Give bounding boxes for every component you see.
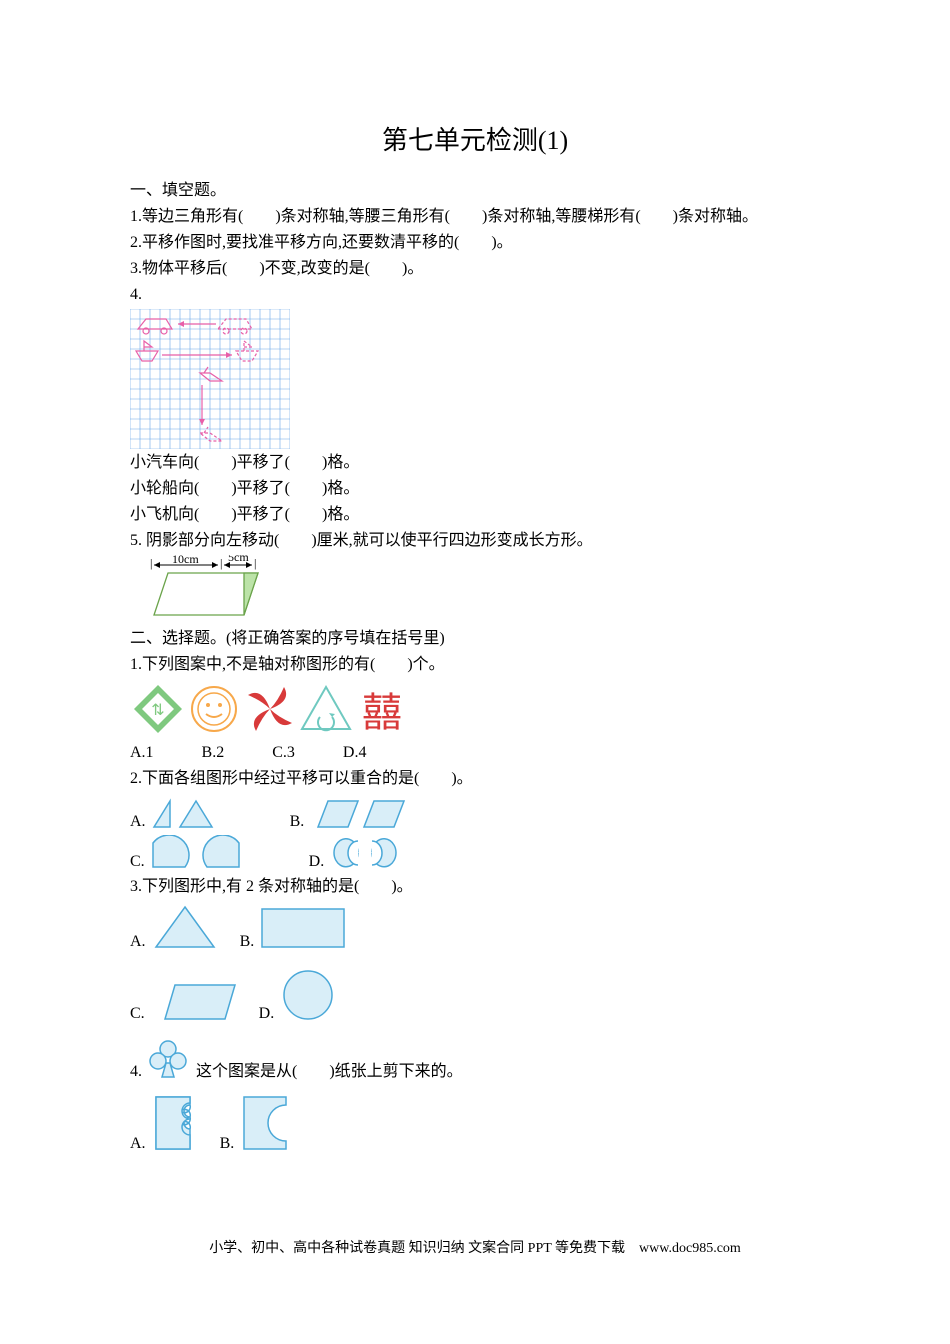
svg-text:|: |	[150, 556, 152, 570]
s2-q1-opts: A.1 B.2 C.3 D.4	[130, 741, 820, 765]
q2-opt-d	[328, 835, 408, 871]
svg-text:|: |	[220, 556, 222, 570]
s2-q4b: 这个图案是从( )纸张上剪下来的。	[196, 1057, 463, 1081]
club-icon	[146, 1037, 190, 1081]
s1-q2: 2.平移作图时,要找准平移方向,还要数清平移的( )。	[130, 231, 820, 255]
s2-q4a: 4.	[130, 1063, 142, 1081]
parallelogram-figure: | 10cm 5cm | |	[130, 555, 300, 625]
section1-heading: 一、填空题。	[130, 179, 820, 203]
s1-q4b: 小轮船向( )平移了( )格。	[130, 477, 820, 501]
label-D3: D.	[259, 1005, 275, 1023]
svg-text:|: |	[254, 556, 256, 570]
double-happiness-icon: 囍	[354, 681, 410, 737]
s2-q1: 1.下列图案中,不是轴对称图形的有( )个。	[130, 653, 820, 677]
grid-figure	[130, 309, 290, 449]
label-B3: B.	[240, 933, 255, 951]
s2-q1-icons: ⇅ 囍	[130, 681, 820, 737]
label-A: A.	[130, 813, 146, 831]
q3-opt-a	[150, 903, 220, 951]
smiley-icon	[186, 681, 242, 737]
s1-q5: 5. 阴影部分向左移动( )厘米,就可以使平行四边形变成长方形。	[130, 529, 820, 553]
s1-q4c: 小飞机向( )平移了( )格。	[130, 503, 820, 527]
page-footer: 小学、初中、高中各种试卷真题 知识归纳 文案合同 PPT 等免费下载 www.d…	[0, 1237, 950, 1287]
label-B4: B.	[220, 1135, 235, 1153]
q2-opt-c	[149, 835, 249, 871]
q3-opt-b	[258, 903, 348, 951]
svg-text:⇅: ⇅	[151, 702, 164, 719]
label-A3: A.	[130, 933, 146, 951]
q3-opt-c	[149, 979, 239, 1023]
s2-q2: 2.下面各组图形中经过平移可以重合的是( )。	[130, 767, 820, 791]
q4-opt-a	[150, 1093, 200, 1153]
recycle-triangle-icon	[298, 681, 354, 737]
label-C: C.	[130, 853, 145, 871]
q2-opt-b	[308, 795, 408, 831]
label-C3: C.	[130, 1005, 145, 1023]
label-A4: A.	[130, 1135, 146, 1153]
label-D: D.	[309, 853, 325, 871]
s2-q3: 3.下列图形中,有 2 条对称轴的是( )。	[130, 875, 820, 899]
s1-q4: 4.	[130, 283, 820, 307]
q3-opt-d	[278, 967, 338, 1023]
label-5cm: 5cm	[228, 555, 249, 564]
q2-opt-a	[150, 795, 230, 831]
label-B: B.	[290, 813, 305, 831]
s1-q4a: 小汽车向( )平移了( )格。	[130, 451, 820, 475]
pinwheel-icon	[242, 681, 298, 737]
label-10cm: 10cm	[172, 555, 199, 566]
s1-q1: 1.等边三角形有( )条对称轴,等腰三角形有( )条对称轴,等腰梯形有( )条对…	[130, 205, 820, 229]
q4-opt-b	[238, 1093, 294, 1153]
s1-q3: 3.物体平移后( )不变,改变的是( )。	[130, 257, 820, 281]
section2-heading: 二、选择题。(将正确答案的序号填在括号里)	[130, 627, 820, 651]
diamond-icon: ⇅	[130, 681, 186, 737]
page-title: 第七单元检测(1)	[130, 120, 820, 157]
